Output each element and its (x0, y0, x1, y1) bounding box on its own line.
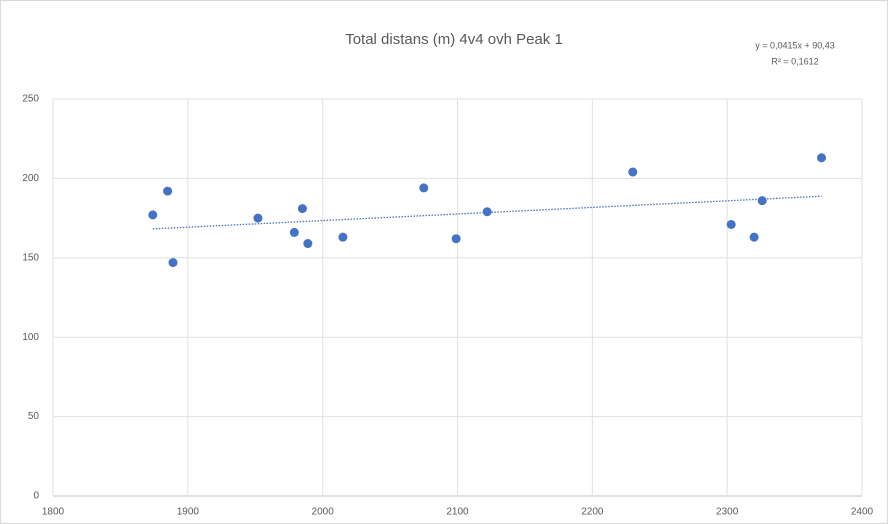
chart-title: Total distans (m) 4v4 ovh Peak 1 (345, 31, 563, 48)
data-point (817, 153, 827, 163)
data-point (253, 213, 263, 223)
x-tick-label: 2400 (851, 507, 874, 518)
data-point (168, 258, 178, 268)
x-tick-label: 1800 (42, 507, 65, 518)
y-tick-label: 50 (28, 411, 40, 422)
y-tick-label: 0 (33, 491, 39, 502)
data-point (297, 204, 307, 214)
data-point (338, 232, 348, 242)
data-point (148, 210, 158, 220)
y-tick-label: 250 (22, 94, 39, 105)
y-tick-label: 100 (22, 332, 39, 343)
trendline-r2: R² = 0,1612 (771, 56, 818, 66)
data-point (482, 207, 492, 217)
data-point (303, 239, 313, 249)
trendline-equation: y = 0,0415x + 90,43 (755, 40, 835, 50)
x-tick-label: 2000 (312, 507, 335, 518)
data-point (726, 219, 736, 229)
data-point (419, 183, 429, 193)
trendline (152, 195, 822, 230)
data-point (749, 232, 759, 242)
data-point (289, 227, 299, 237)
x-tick-label: 2200 (581, 507, 604, 518)
x-tick-label: 2300 (716, 507, 739, 518)
x-tick-label: 1900 (177, 507, 200, 518)
data-point (451, 234, 461, 244)
x-tick-label: 2100 (446, 507, 469, 518)
data-point (628, 167, 638, 177)
data-point (163, 186, 173, 196)
y-tick-label: 200 (22, 173, 39, 184)
data-point (757, 196, 767, 206)
y-tick-label: 150 (22, 252, 39, 263)
